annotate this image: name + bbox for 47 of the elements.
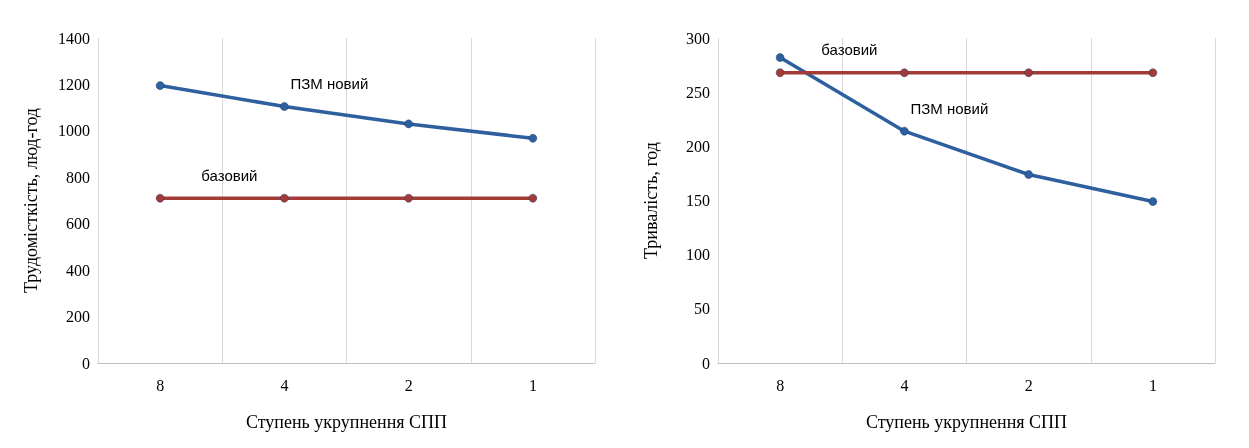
y-axis-title: Трудомісткість, люд-год [21, 107, 41, 294]
y-tick-label: 200 [66, 308, 90, 326]
point [404, 193, 413, 203]
y-tick-label: 200 [686, 137, 710, 155]
y-tick-label: 100 [686, 246, 710, 264]
x-axis-title: Ступень укрупнення СПП [245, 412, 448, 432]
point [280, 193, 289, 203]
x-tick-label: 2 [1024, 376, 1033, 394]
point [1024, 170, 1033, 179]
point [280, 102, 289, 111]
series-label: ПЗМ новий [290, 75, 369, 93]
series-label: базовий [821, 41, 878, 59]
x-tick-label: 1 [528, 376, 537, 394]
y-tick-label: 1200 [58, 75, 90, 93]
series-label: базовий [201, 166, 258, 184]
point [404, 119, 413, 129]
y-tick-label: 250 [686, 83, 710, 101]
point [1148, 68, 1158, 77]
y-tick-label: 0 [702, 354, 710, 372]
series-label: ПЗМ новий [910, 99, 989, 117]
point [900, 68, 909, 77]
x-axis-title: Ступень укрупнення СПП [865, 412, 1068, 432]
y-tick-label: 400 [66, 261, 90, 279]
y-tick-label: 800 [66, 168, 90, 186]
x-tick-label: 4 [280, 376, 289, 394]
point [155, 81, 165, 90]
y-tick-label: 150 [686, 192, 710, 209]
point [775, 53, 785, 62]
y-tick-label: 1000 [58, 122, 90, 140]
point [900, 126, 909, 136]
x-tick-label: 2 [404, 376, 413, 394]
y-tick-label: 300 [686, 29, 710, 47]
x-tick-label: 4 [900, 376, 909, 394]
x-tick-label: 1 [1148, 376, 1157, 394]
y-tick-label: 0 [82, 354, 90, 372]
point [155, 193, 165, 203]
point [528, 134, 538, 143]
x-tick-label: 8 [776, 376, 785, 394]
y-tick-label: 600 [66, 215, 90, 233]
y-axis-title: Тривалість, год [641, 142, 661, 259]
point [1024, 68, 1033, 77]
y-tick-label: 50 [694, 300, 710, 318]
point [775, 68, 785, 77]
point [528, 193, 538, 203]
y-tick-label: 1400 [58, 29, 90, 47]
point [1148, 197, 1158, 206]
x-tick-label: 8 [156, 376, 165, 394]
